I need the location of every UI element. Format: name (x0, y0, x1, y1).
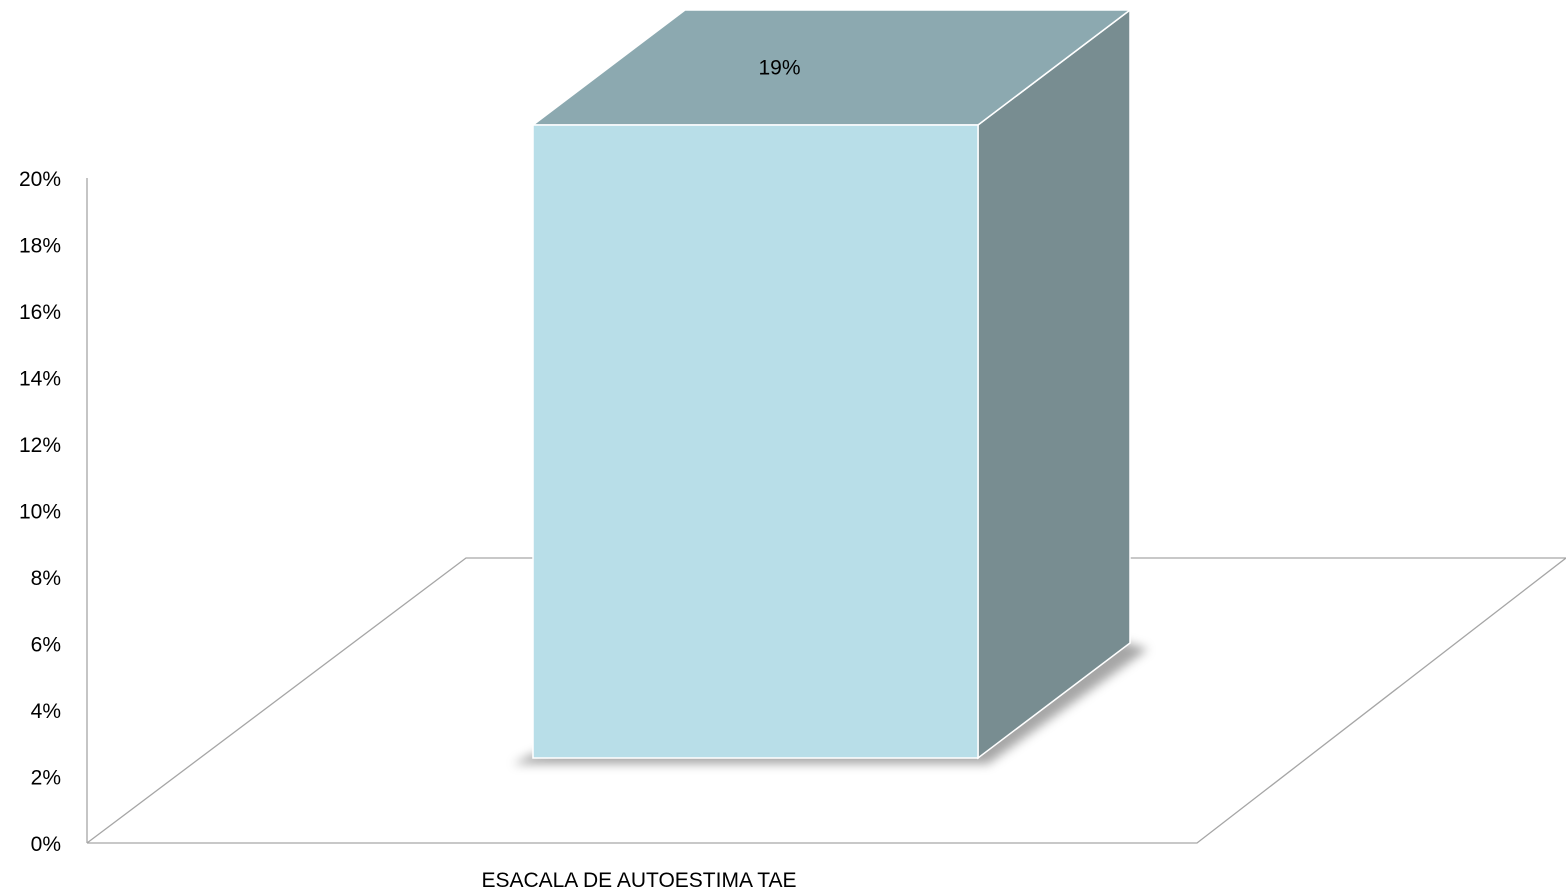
x-axis-labels: ESACALA DE AUTOESTIMA TAE (481, 869, 796, 892)
y-tick-label: 8% (31, 567, 61, 590)
bar-side-face (977, 8, 1131, 760)
y-axis-ticks: 0% 2% 4% 6% 8% 10% 12% 14% 16% 18% 20% (19, 168, 61, 856)
y-tick-label: 2% (31, 767, 61, 790)
x-category-label: ESACALA DE AUTOESTIMA TAE (481, 869, 796, 892)
y-tick-label: 18% (19, 235, 61, 258)
y-tick-label: 6% (31, 634, 61, 657)
y-tick-label: 16% (19, 301, 61, 324)
y-tick-label: 4% (31, 700, 61, 723)
bar-data-label: 19% (758, 57, 800, 80)
bar: 19% (513, 8, 1148, 764)
y-tick-label: 0% (31, 833, 61, 856)
y-tick-label: 20% (19, 168, 61, 191)
bars: 19% (513, 8, 1148, 764)
y-tick-label: 12% (19, 434, 61, 457)
chart-floor (86, 557, 1566, 844)
floor-outline (86, 557, 1566, 844)
y-tick-label: 10% (19, 501, 61, 524)
bar-front-face (532, 124, 979, 759)
y-tick-label: 14% (19, 368, 61, 391)
